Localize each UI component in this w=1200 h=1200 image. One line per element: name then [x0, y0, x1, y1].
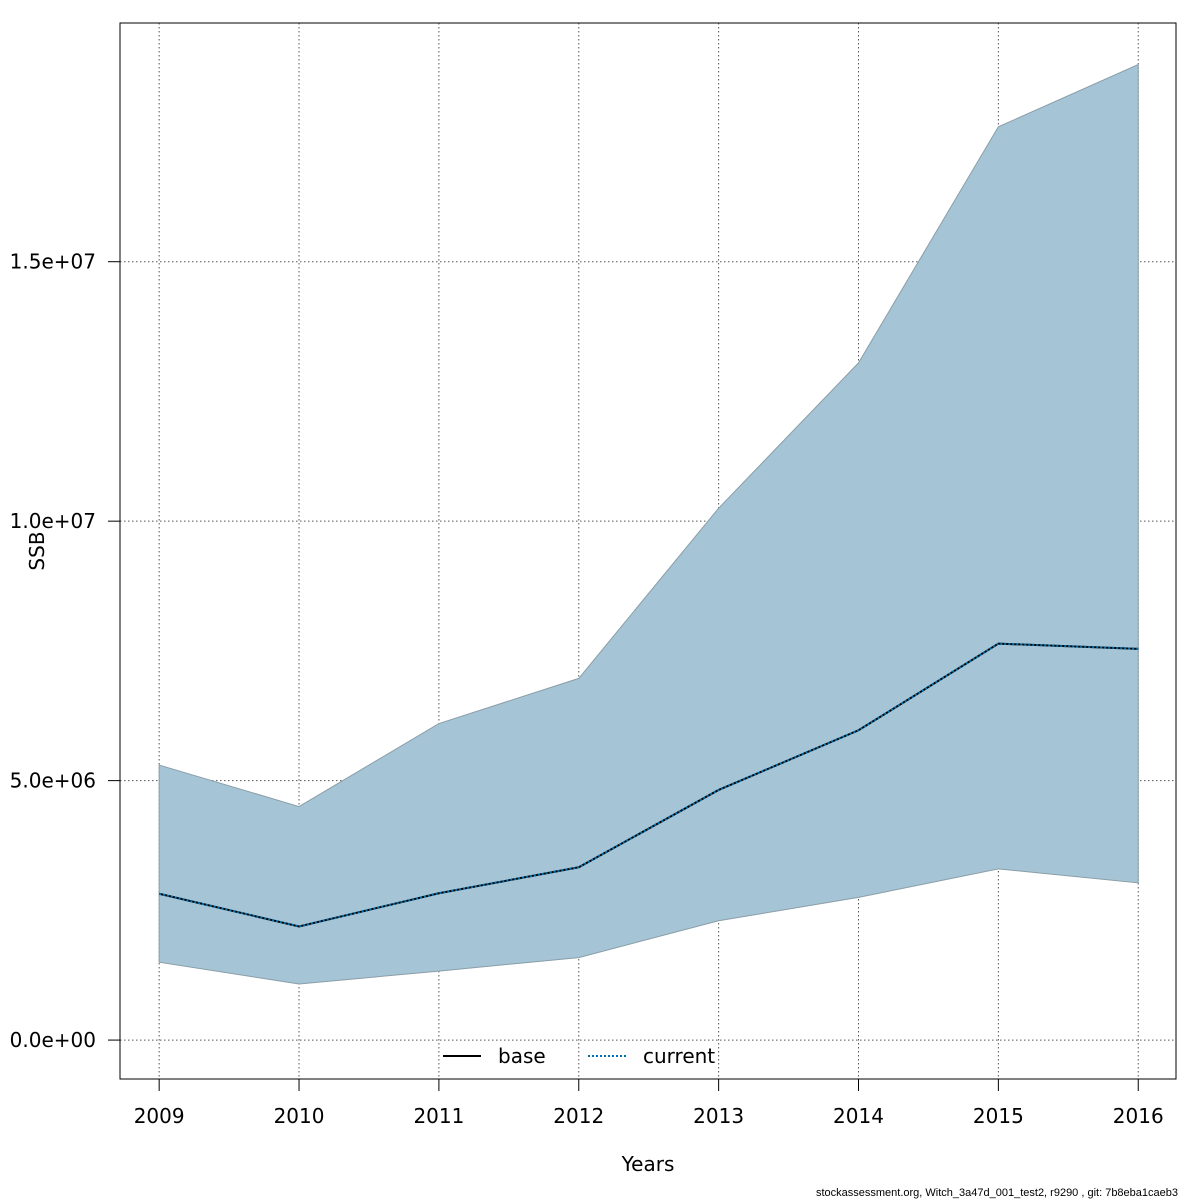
- x-tick-label: 2010: [274, 1104, 325, 1128]
- y-tick-label: 1.5e+07: [10, 250, 96, 274]
- confidence-band: [158, 63, 1139, 985]
- plot-frame: [119, 22, 1177, 1080]
- x-axis-title: Years: [621, 1152, 675, 1176]
- x-tick-label: 2014: [833, 1104, 884, 1128]
- series-lines: [158, 642, 1139, 928]
- x-tick-label: 2012: [553, 1104, 604, 1128]
- x-tick-label: 2015: [973, 1104, 1024, 1128]
- x-tick-label: 2011: [413, 1104, 464, 1128]
- y-tick-label: 0.0e+00: [10, 1028, 96, 1052]
- x-tick-label: 2016: [1113, 1104, 1164, 1128]
- x-axis: 2009 2010 2011 2012 2013 2014 2015 2016: [134, 1079, 1164, 1128]
- y-tick-label: 5.0e+06: [10, 769, 96, 793]
- y-axis-title: SSB: [25, 531, 49, 570]
- legend-label-current: current: [643, 1044, 715, 1068]
- y-axis: 0.0e+00 5.0e+06 1.0e+07 1.5e+07: [10, 250, 120, 1052]
- footer-credit: stockassessment.org, Witch_3a47d_001_tes…: [815, 1187, 1178, 1199]
- series-line-current: [158, 642, 1139, 928]
- y-tick-label: 1.0e+07: [10, 509, 96, 533]
- legend-label-base: base: [498, 1044, 546, 1068]
- x-tick-label: 2013: [693, 1104, 744, 1128]
- x-tick-label: 2009: [134, 1104, 185, 1128]
- legend: base current: [443, 1044, 715, 1068]
